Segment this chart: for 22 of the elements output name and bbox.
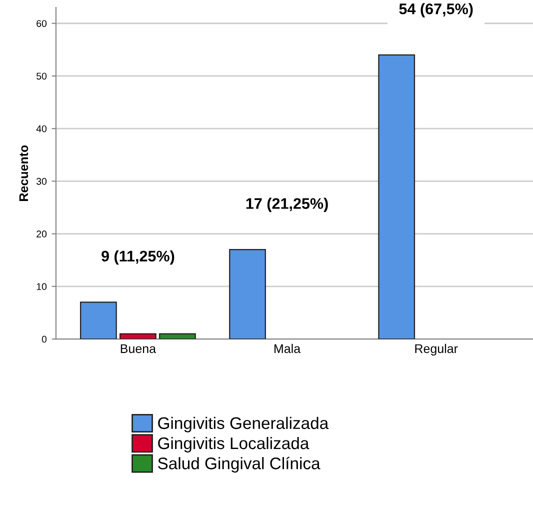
y-tick-label: 50	[36, 72, 47, 80]
x-tick-label: Mala	[274, 344, 301, 354]
bar	[80, 302, 117, 340]
bar	[159, 333, 196, 340]
bar	[120, 333, 156, 340]
y-tick-label: 60	[36, 20, 47, 27]
y-tick-label: 10	[36, 283, 47, 290]
y-tick-label: 40	[36, 125, 47, 132]
bar	[378, 54, 416, 340]
y-axis-title: Recuento	[19, 145, 28, 201]
x-tick-label: Buena	[120, 344, 156, 354]
x-tick-label: Regular	[415, 344, 458, 356]
legend-label: Salud Gingival Clínica	[158, 456, 320, 473]
y-tick-label: 20	[36, 230, 47, 238]
legend-label: Gingivitis Localizada	[158, 436, 310, 452]
annotation: 17 (21,25%)	[246, 198, 328, 212]
legend-label: Gingivitis Generalizada	[158, 416, 329, 432]
bar	[229, 249, 266, 340]
annotation: 9 (11,25%)	[102, 250, 174, 265]
y-tick-label: 30	[36, 178, 47, 185]
annotation: 54 (67,5%)	[399, 3, 473, 18]
y-tick-label: 0	[42, 336, 47, 343]
